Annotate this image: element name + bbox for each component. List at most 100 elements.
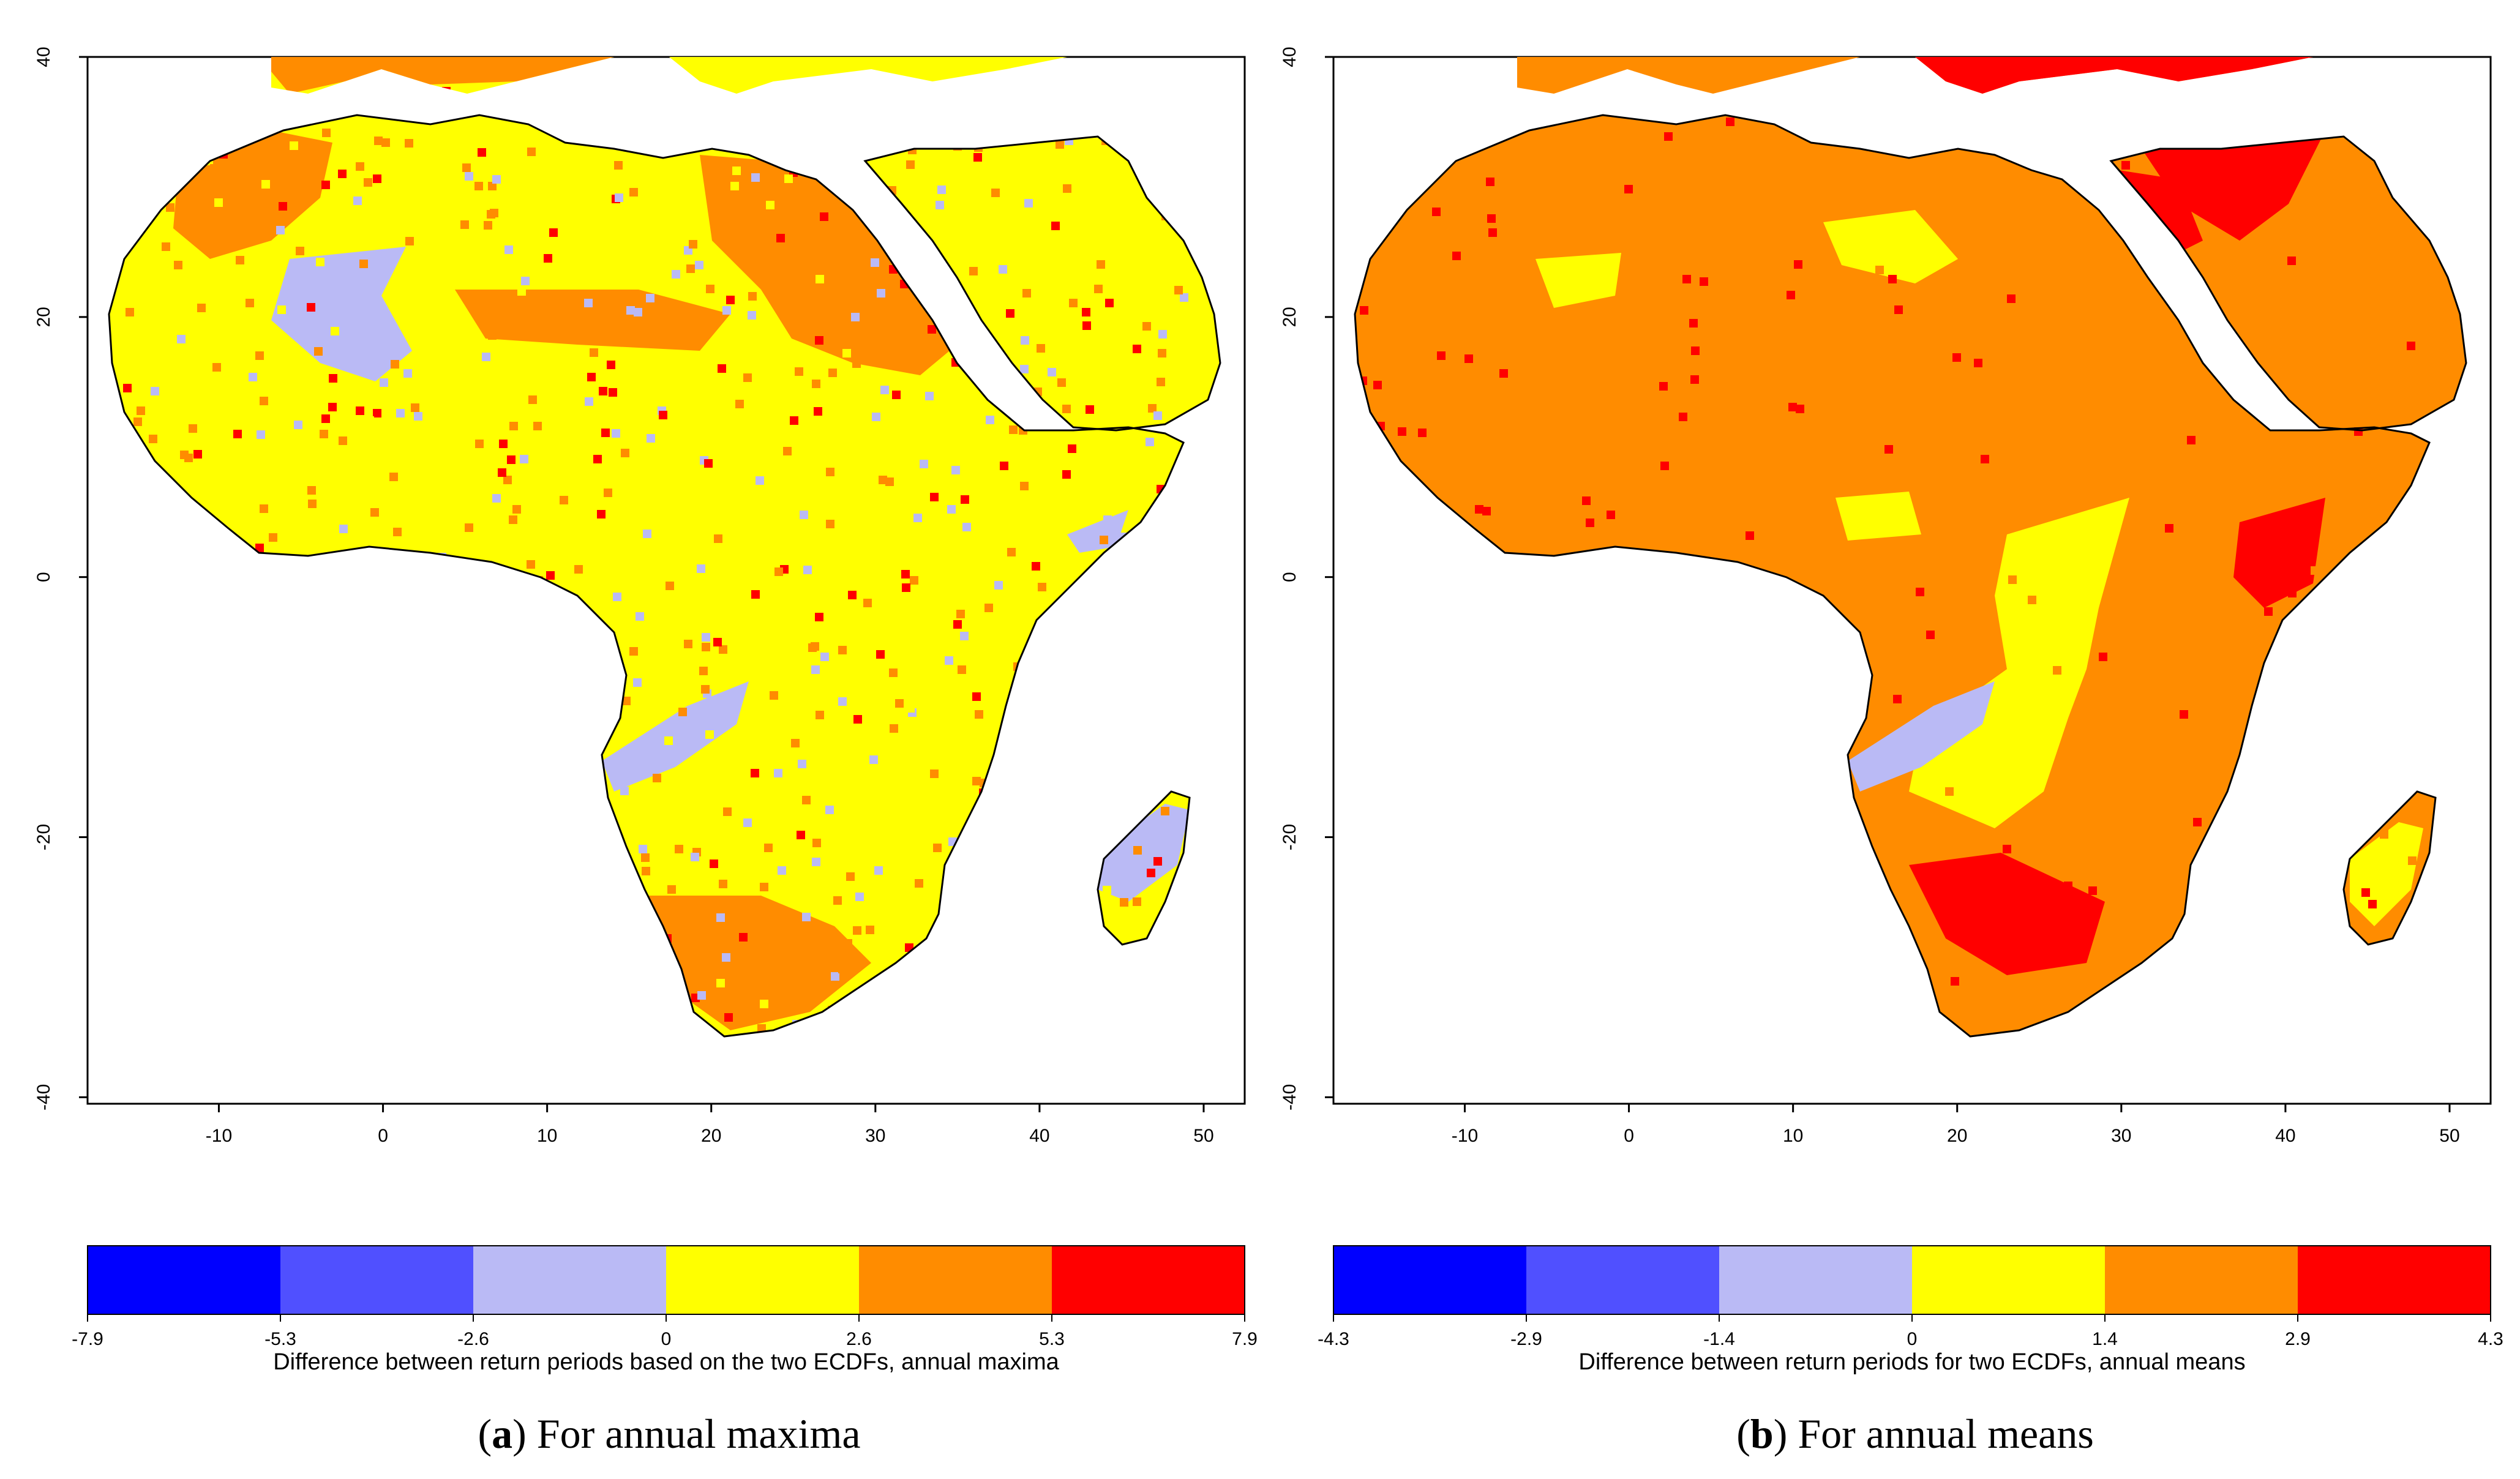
grid-cell [960, 632, 969, 640]
grid-cell [313, 141, 321, 150]
grid-cell [465, 172, 473, 181]
grid-cell [972, 692, 981, 701]
grid-cell [328, 403, 337, 411]
grid-cell [2053, 666, 2061, 675]
grid-cell [594, 492, 603, 500]
grid-cell [460, 220, 469, 229]
grid-cell [521, 277, 530, 285]
grid-cell [853, 926, 861, 935]
grid-cell [1146, 438, 1154, 446]
grid-cell [906, 704, 915, 713]
grid-cell [2327, 213, 2335, 222]
grid-cell [1532, 370, 1541, 379]
grid-cell [544, 455, 552, 464]
grid-cell [1499, 369, 1508, 378]
grid-cell [487, 210, 495, 219]
grid-cell [364, 178, 372, 187]
grid-cell [812, 839, 821, 847]
x-tick-label: 40 [1029, 1126, 1049, 1146]
grid-cell [441, 275, 449, 283]
grid-cell [672, 270, 680, 279]
grid-cell [411, 403, 419, 412]
grid-cell [2121, 161, 2130, 170]
grid-cell [137, 406, 145, 415]
grid-cell [520, 455, 528, 463]
grid-cell [928, 325, 936, 334]
grid-cell [1024, 199, 1033, 208]
grid-cell [2165, 524, 2173, 533]
grid-cell [316, 258, 324, 266]
region-central-yellow-band [1909, 498, 2129, 828]
grid-cell [760, 1000, 768, 1008]
grid-cell [1624, 185, 1633, 193]
grid-cell [871, 258, 879, 267]
grid-cell [732, 167, 741, 175]
region-horn-lavender [1067, 510, 1128, 553]
grid-cell [2022, 416, 2030, 424]
grid-cell [373, 409, 381, 417]
colorbar-swatch [1526, 1246, 1719, 1314]
grid-cell [381, 138, 390, 147]
grid-cell [705, 730, 714, 739]
grid-cell [2180, 710, 2188, 719]
grid-cell [863, 599, 872, 607]
grid-cell [2136, 474, 2145, 483]
grid-cell [149, 435, 157, 443]
grid-cell [915, 879, 923, 888]
grid-cell [174, 359, 183, 367]
grid-cell [691, 853, 699, 861]
grid-cell [751, 769, 759, 777]
grid-cell [2408, 856, 2417, 865]
grid-cell [1063, 184, 1071, 193]
grid-cell [1037, 344, 1045, 353]
grid-cell [846, 872, 855, 881]
grid-cell [2287, 256, 2296, 265]
grid-cell [2361, 888, 2370, 897]
grid-cell [798, 760, 806, 768]
grid-cell [2004, 989, 2013, 998]
grid-cell [1174, 286, 1183, 294]
grid-cell [1147, 869, 1155, 877]
grid-cell [699, 667, 708, 675]
grid-cell [1006, 309, 1014, 318]
grid-cell [1157, 378, 1165, 386]
grid-cell [2064, 882, 2072, 890]
grid-cell [2046, 322, 2054, 331]
grid-cell [936, 201, 944, 209]
colorbar-title: Difference between return periods for tw… [1578, 1349, 2245, 1375]
grid-cell [1582, 496, 1591, 505]
grid-cell [2003, 845, 2011, 853]
grid-cell [584, 299, 593, 307]
grid-cell [876, 650, 885, 659]
grid-cell [770, 691, 778, 700]
grid-cell [884, 324, 893, 332]
grid-cell [695, 261, 703, 269]
colorbar-b: -4.3 -2.9 -1.4 0 1.4 2.9 4.3 Difference between… [1318, 1245, 2503, 1375]
grid-cell [321, 414, 330, 423]
grid-cell [1660, 462, 1669, 470]
grid-cell [774, 769, 782, 777]
grid-cell [930, 769, 939, 778]
grid-cell [507, 455, 516, 464]
grid-cell [797, 831, 805, 839]
grid-cell [789, 562, 798, 571]
grid-cell [825, 806, 834, 814]
grid-cell [743, 818, 752, 827]
colorbar-tick-label: 5.3 [1039, 1329, 1065, 1349]
grid-cell [826, 468, 834, 476]
grid-cell [1082, 308, 1090, 316]
grid-cell [970, 534, 978, 542]
grid-cell [569, 197, 577, 206]
grid-cell [879, 476, 887, 484]
grid-cell [2024, 222, 2033, 231]
grid-cell [984, 604, 993, 612]
grid-cell [456, 442, 465, 451]
grid-cell [189, 424, 197, 433]
grid-cell [906, 160, 915, 169]
grid-cell [1097, 260, 1105, 269]
grid-cell [956, 610, 965, 618]
grid-cell [1952, 353, 1961, 362]
x-tick-label: 40 [2275, 1126, 2295, 1146]
grid-cell [1607, 511, 1615, 519]
grid-cell [544, 254, 552, 263]
